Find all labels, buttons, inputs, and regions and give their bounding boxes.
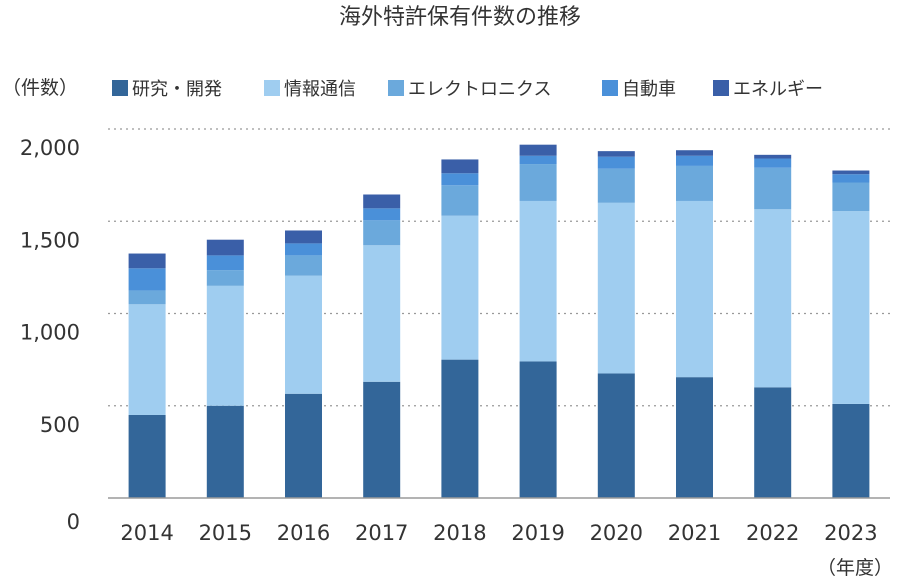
bar-segment bbox=[754, 154, 792, 159]
y-tick-labels: 0 500 1,000 1,500 2,000 bbox=[20, 136, 80, 534]
x-tick-label: 2019 bbox=[511, 521, 564, 545]
gridlines bbox=[108, 128, 890, 407]
bar-segment bbox=[676, 155, 713, 166]
legend-label: 研究・開発 bbox=[132, 79, 222, 100]
bar-segment bbox=[128, 414, 166, 498]
bar-segment bbox=[676, 165, 713, 201]
bar-segment bbox=[676, 200, 713, 378]
chart-title: 海外特許保有件数の推移 bbox=[339, 5, 581, 30]
bar-segment bbox=[597, 202, 635, 374]
bar-segment bbox=[206, 405, 244, 498]
x-tick-label: 2020 bbox=[590, 521, 643, 545]
x-tick-label: 2022 bbox=[746, 521, 799, 545]
bar-segment bbox=[128, 253, 166, 269]
bar-segment bbox=[519, 200, 557, 362]
bar-segment bbox=[519, 144, 557, 156]
bar-segment bbox=[832, 211, 870, 404]
bar-segment bbox=[206, 255, 244, 271]
x-tick-label: 2015 bbox=[199, 521, 252, 545]
bar-segment bbox=[754, 158, 792, 168]
legend-swatch bbox=[713, 80, 729, 96]
bar-segment bbox=[832, 174, 870, 183]
legend-swatch bbox=[264, 80, 280, 96]
bar-segment bbox=[832, 170, 870, 175]
bars bbox=[128, 144, 870, 498]
bar-segment bbox=[519, 361, 557, 498]
x-tick-label: 2014 bbox=[120, 521, 173, 545]
y-tick-label: 500 bbox=[40, 413, 80, 437]
bar-segment bbox=[441, 359, 479, 498]
bar-segment bbox=[285, 393, 322, 498]
bar-segment bbox=[206, 239, 244, 256]
bar-segment bbox=[754, 387, 792, 498]
y-tick-label: 0 bbox=[67, 510, 80, 534]
bar-segment bbox=[206, 285, 244, 406]
bar-segment bbox=[128, 268, 166, 291]
x-tick-label: 2016 bbox=[277, 521, 330, 545]
bar-segment bbox=[363, 381, 401, 498]
bar-segment bbox=[597, 373, 635, 498]
bar-segment bbox=[676, 150, 713, 156]
legend-label: 自動車 bbox=[622, 79, 676, 100]
bar-segment bbox=[363, 245, 401, 382]
bar-segment bbox=[128, 290, 166, 305]
bar-segment bbox=[285, 243, 322, 256]
legend-label: エレクトロニクス bbox=[408, 79, 551, 100]
legend-swatch bbox=[602, 80, 618, 96]
bar-segment bbox=[206, 270, 244, 286]
x-tick-label: 2018 bbox=[433, 521, 486, 545]
bar-segment bbox=[676, 377, 713, 498]
y-tick-label: 1,000 bbox=[20, 321, 80, 345]
bar-segment bbox=[519, 164, 557, 201]
bar-segment bbox=[754, 209, 792, 388]
y-tick-label: 2,000 bbox=[20, 136, 80, 160]
bar-segment bbox=[832, 403, 870, 498]
bar-segment bbox=[363, 208, 401, 221]
bar-segment bbox=[441, 215, 479, 360]
x-axis-label: （年度） bbox=[817, 557, 893, 578]
bar-segment bbox=[285, 255, 322, 276]
bar-segment bbox=[754, 167, 792, 210]
bar-segment bbox=[832, 182, 870, 212]
legend-swatch bbox=[112, 80, 128, 96]
bar-segment bbox=[128, 304, 166, 415]
y-tick-label: 1,500 bbox=[20, 228, 80, 252]
legend: 研究・開発 情報通信 エレクトロニクス 自動車 エネルギー bbox=[112, 79, 823, 100]
legend-label: エネルギー bbox=[733, 79, 823, 100]
legend-label: 情報通信 bbox=[284, 79, 356, 100]
x-tick-label: 2021 bbox=[668, 521, 721, 545]
bar-segment bbox=[597, 168, 635, 203]
x-tick-label: 2017 bbox=[355, 521, 408, 545]
bar-segment bbox=[441, 173, 479, 186]
y-axis-label: （件数） bbox=[2, 77, 78, 99]
bar-segment bbox=[363, 220, 401, 246]
x-tick-labels: 2014 2015 2016 2017 2018 2019 2020 2021 2022 2023 bbox=[120, 521, 877, 545]
x-tick-label: 2023 bbox=[824, 521, 877, 545]
legend-swatch bbox=[388, 80, 404, 96]
bar-segment bbox=[363, 194, 401, 209]
bar-segment bbox=[597, 156, 635, 169]
bar-segment bbox=[441, 185, 479, 216]
bar-segment bbox=[597, 151, 635, 157]
bar-segment bbox=[519, 155, 557, 165]
bar-segment bbox=[441, 159, 479, 174]
bar-segment bbox=[285, 230, 322, 244]
bar-segment bbox=[285, 275, 322, 394]
